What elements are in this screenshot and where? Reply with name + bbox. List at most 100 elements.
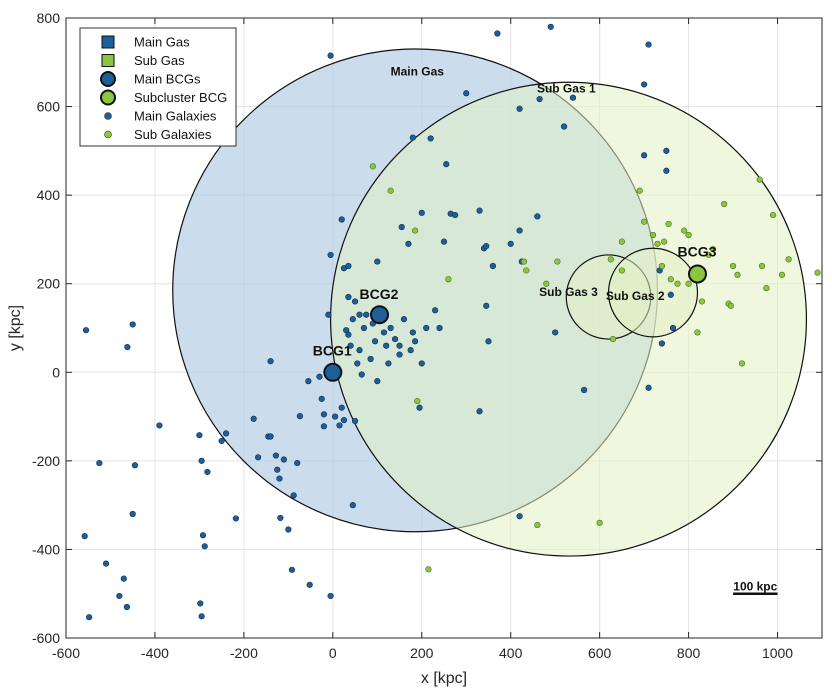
main-galaxy-point — [306, 581, 313, 588]
main-galaxy-point — [463, 90, 470, 97]
main-galaxy-point — [197, 600, 204, 607]
y-axis-label: y [kpc] — [7, 305, 24, 351]
main-galaxy-point — [340, 417, 348, 424]
gas-region-sub-gas-2 — [607, 247, 699, 338]
main-galaxy-point — [411, 338, 419, 345]
main-galaxy-point — [288, 566, 296, 573]
sub-galaxy-point — [618, 267, 625, 274]
main-galaxy-point — [536, 95, 543, 103]
main-galaxy-point — [156, 422, 163, 429]
sub-galaxy-point — [534, 521, 541, 529]
main-galaxy-point — [400, 316, 408, 323]
sub-galaxy-point — [543, 280, 550, 287]
main-galaxy-point — [305, 378, 312, 385]
main-galaxy-point — [374, 258, 381, 265]
main-galaxy-point — [218, 437, 225, 445]
main-galaxy-point — [396, 342, 403, 349]
main-galaxy-point — [363, 311, 370, 318]
y-tick-label: 600 — [37, 99, 61, 115]
legend-marker-sub-galaxies — [104, 130, 112, 139]
main-galaxy-point — [371, 338, 379, 345]
sub-galaxy-point — [685, 280, 692, 287]
main-galaxy-point — [349, 316, 356, 323]
main-galaxy-point — [232, 515, 239, 522]
main-galaxy-point — [667, 291, 674, 298]
main-galaxy-point — [418, 360, 425, 367]
main-galaxy-point — [663, 147, 670, 154]
y-tick-label: -400 — [32, 541, 60, 557]
main-galaxy-point — [385, 360, 392, 367]
main-galaxy-point — [199, 532, 207, 539]
legend-label: Main Gas — [134, 35, 190, 50]
main-galaxy-point — [641, 81, 648, 88]
axes: -600 -400 -200 0 200 400 600 800 1000 -600 -400 -20… — [32, 10, 823, 661]
main-galaxy-point — [82, 327, 90, 334]
main-galaxy-point — [427, 135, 434, 142]
main-galaxy-point — [86, 614, 93, 621]
sub-galaxy-point — [727, 302, 734, 309]
main-galaxy-point — [325, 311, 332, 318]
main-galaxy-point — [407, 347, 414, 354]
main-galaxy-point — [320, 423, 328, 430]
sub-galaxy-point — [694, 329, 701, 336]
main-galaxy-point — [405, 240, 412, 247]
x-tick-label: 600 — [588, 645, 612, 661]
main-galaxy-point — [276, 475, 283, 482]
main-galaxy-point — [507, 240, 514, 247]
gas-regions — [172, 48, 808, 557]
main-galaxy-point — [645, 384, 652, 391]
legend-label: Main Galaxies — [134, 109, 217, 124]
main-galaxy-point — [354, 360, 361, 367]
main-galaxy-point — [267, 433, 274, 440]
main-galaxy-point — [347, 342, 354, 349]
sub-galaxy-point — [411, 227, 419, 234]
x-tick-label: -400 — [141, 645, 169, 661]
main-galaxy-point — [222, 430, 230, 437]
sub-galaxy-point — [596, 519, 603, 526]
main-galaxy-point — [483, 302, 490, 309]
y-tick-label: 400 — [37, 187, 61, 203]
main-galaxy-point — [552, 329, 559, 336]
main-galaxy-point — [196, 432, 203, 439]
main-galaxy-point — [294, 459, 301, 467]
main-galaxy-point — [345, 293, 352, 301]
main-galaxy-point — [318, 395, 325, 402]
legend-label: Main BCGs — [134, 72, 201, 87]
y-tick-label: 200 — [37, 276, 61, 292]
main-galaxy-point — [129, 510, 136, 518]
main-galaxy-point — [336, 422, 343, 429]
main-galaxy-point — [250, 415, 257, 422]
legend-marker-sub-gas — [101, 54, 115, 67]
main-galaxy-point — [380, 329, 388, 336]
sub-galaxy-point — [607, 256, 614, 263]
main-galaxy-point — [255, 454, 262, 461]
main-galaxy-point — [356, 311, 363, 318]
main-galaxy-point — [416, 404, 423, 411]
main-galaxy-point — [102, 560, 110, 567]
sub-galaxy-point — [554, 258, 561, 265]
sub-galaxy-point — [667, 276, 674, 283]
main-galaxy-point — [285, 526, 292, 533]
region-label: Sub Gas 2 — [606, 289, 665, 303]
main-galaxy-point — [560, 123, 568, 130]
sub-galaxy-point — [414, 397, 421, 405]
main-galaxy-point — [409, 134, 416, 141]
main-galaxy-point — [432, 307, 439, 314]
region-label: Sub Gas 3 — [539, 285, 598, 299]
sub-galaxy-point — [721, 200, 728, 208]
sub-galaxy-point — [756, 176, 763, 183]
main-galaxy-point — [516, 227, 523, 234]
main-galaxy-point — [645, 41, 652, 48]
galaxy-points — [81, 23, 821, 621]
bcg-marker-bcg2 — [370, 305, 390, 325]
sub-galaxy-point — [681, 227, 688, 234]
bcg-marker-bcg3 — [687, 264, 707, 284]
x-tick-label: 0 — [329, 645, 337, 661]
main-galaxy-point — [409, 329, 416, 336]
main-galaxy-point — [580, 386, 588, 394]
main-galaxy-point — [338, 216, 345, 223]
main-galaxy-point — [452, 211, 459, 219]
sub-galaxy-point — [769, 211, 777, 219]
sub-galaxy-point — [709, 246, 717, 253]
